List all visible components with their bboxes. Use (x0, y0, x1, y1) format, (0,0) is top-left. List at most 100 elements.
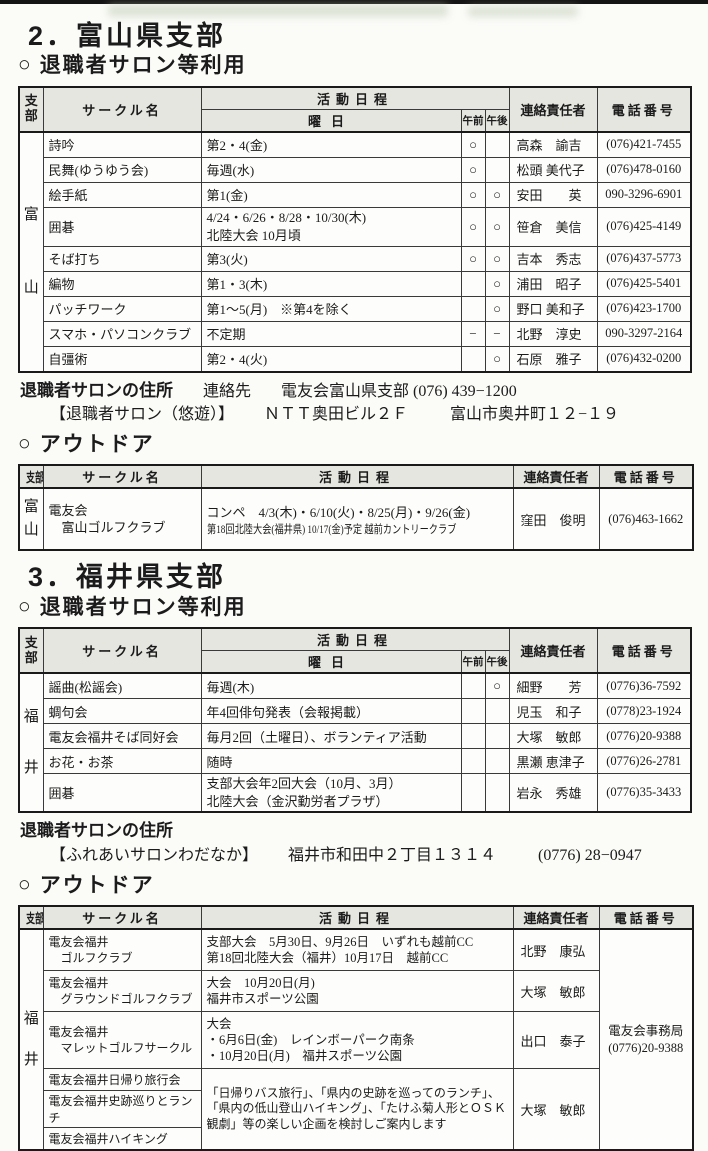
person-cell: 浦田 昭子 (508, 270, 598, 297)
circle-name-cell: スマホ・パソコンクラブ (42, 320, 202, 347)
schedule-cell: 大会 10月20日(月) 福井市スポーツ公園 (200, 970, 514, 1013)
circle-name-cell: 絵手紙 (42, 181, 202, 208)
contact-value: 電友会富山県支部 (076) 439−1200 (281, 382, 517, 400)
col-header-circle-name: サークル名 (42, 905, 202, 930)
col-header-phone: 電話番号 (596, 627, 692, 674)
section-title-toyama: 2．富山県支部 (28, 21, 227, 51)
am-cell (460, 698, 486, 725)
heading-fukui-salon-use: ○ 退職者サロン等利用 (18, 595, 690, 621)
col-header-day: 曜日 (200, 108, 462, 133)
schedule-cell: 毎週(水) (200, 156, 462, 183)
col-header-branch: 支 部 (18, 627, 44, 674)
heading-toyama-salon-use: ○ 退職者サロン等利用 (18, 53, 690, 79)
col-header-branch: 支部 (18, 464, 44, 489)
phone-cell: (076)432-0200 (596, 345, 692, 373)
branch-header-char: 支 (24, 93, 38, 109)
branch-char: 福 (23, 708, 39, 725)
am-cell (460, 748, 486, 775)
am-cell: − (460, 320, 486, 347)
pm-cell (484, 131, 510, 158)
table-row: 福 井 電友会福井 ゴルフクラブ 支部大会 5月30日、9月26日 いずれも越前… (18, 928, 694, 1151)
pm-cell (484, 698, 510, 725)
address-value: 福井市和田中２丁目１３１４ (288, 847, 497, 865)
schedule-cell-merged: 「日帰りバス旅行」、「県内の史跡を巡ってのランチ」、「県内の低山登山ハイキング」… (200, 1068, 514, 1151)
schedule-cell: 毎週(木) (200, 672, 462, 700)
phone-cell: (076)478-0160 (596, 156, 692, 183)
fukui-salon-table: 支 部 サークル名 活動日程 連絡責任者 電話番号 曜日 午前 午後 福 井 (18, 627, 693, 814)
am-cell (460, 295, 486, 322)
am-cell (460, 345, 486, 373)
branch-char: 富 (23, 499, 39, 516)
circle-name-cell: 電友会 富山ゴルフクラブ (42, 487, 202, 551)
schedule-cell: 第2・4(火) (200, 345, 462, 373)
section-title-fukui: 3．福井県支部 (28, 562, 227, 593)
contact-label: 連絡先 (203, 382, 252, 400)
pm-cell (484, 156, 510, 183)
branch-char: 山 (23, 522, 39, 539)
toyama-salon-address: 退職者サロンの住所 連絡先 電友会富山県支部 (076) 439−1200 【退… (20, 380, 690, 427)
schedule-line-2: 第18回北陸大会(福井県) 10/17(金)予定 越前カントリークラブ (206, 523, 456, 536)
branch-cell: 富 山 (18, 131, 44, 373)
scan-bleedthrough-artifact (468, 6, 578, 17)
phone-cell: (0778)23-1924 (596, 698, 692, 725)
circle-marker: ○ (18, 872, 33, 896)
col-header-phone: 電話番号 (596, 86, 692, 133)
fukui-outdoor-table: 支部 サークル名 活動日程 連絡責任者 電話番号 福 井 電友会福井 ゴルフクラ… (18, 905, 694, 1151)
table-row: 電友会福井日帰り旅行会 「日帰りバス旅行」、「県内の史跡を巡ってのランチ」、「県… (19, 1068, 693, 1151)
address-label: 退職者サロンの住所 (20, 821, 173, 841)
circle-name-cell: 電友会福井 ゴルフクラブ (42, 928, 202, 972)
phone-cell: (076)437-5773 (596, 245, 692, 272)
circle-name-cell: パッチワーク (42, 295, 202, 322)
person-cell: 笹倉 美信 (508, 206, 598, 247)
person-cell: 石原 雅子 (508, 345, 598, 373)
schedule-cell: 第2・4(金) (200, 131, 462, 158)
person-cell: 高森 諭吉 (508, 131, 598, 158)
am-cell: ○ (460, 181, 486, 208)
col-header-pm: 午後 (484, 108, 510, 133)
branch-char: 山 (23, 279, 39, 296)
pm-cell: ○ (484, 295, 510, 322)
branch-char: 井 (23, 759, 39, 776)
circle-name-cell: 電友会福井日帰り旅行会 (42, 1068, 202, 1092)
circle-name-cell: 自彊術 (42, 345, 202, 373)
circle-name-cell: 囲碁 (42, 773, 202, 813)
table-row: パッチワーク 第1～5(月) ※第4を除く ○ 野口 美和子 (076)423-… (19, 295, 692, 322)
am-cell (460, 270, 486, 297)
branch-cell: 福 井 (18, 672, 44, 813)
table-row: 福 井 謡曲(松謡会) 毎週(木) ○ 細野 芳 (0776)36-7592 (18, 672, 692, 813)
am-cell: ○ (460, 206, 486, 247)
person-cell: 岩永 秀雄 (508, 773, 598, 813)
phone-cell: (076)425-5401 (596, 270, 692, 297)
table-row: 自彊術 第2・4(火) ○ 石原 雅子 (076)432-0200 (19, 345, 692, 373)
phone-cell: (076)425-4149 (596, 206, 692, 247)
person-cell-merged: 大塚 敏郎 (512, 1068, 600, 1151)
branch-header-label: 支部 (26, 470, 43, 486)
col-header-person: 連絡責任者 (512, 464, 600, 489)
person-cell: 黒瀬 恵津子 (508, 748, 598, 775)
fukui-salon-address: 退職者サロンの住所 【ふれあいサロンわだなか】 福井市和田中２丁目１３１４ (0… (20, 820, 690, 867)
pm-cell: ○ (484, 206, 510, 247)
person-cell: 吉本 秀志 (508, 245, 598, 272)
table-row: 電友会福井 マレットゴルフサークル 大会 ・6月6日(金) レインボーパーク南条… (19, 1011, 693, 1070)
phone-cell: 電友会事務局 (0776)20-9388 (598, 928, 694, 1151)
am-cell (460, 773, 486, 813)
col-header-schedule: 活動日程 (200, 86, 510, 110)
col-header-phone: 電話番号 (598, 464, 694, 489)
schedule-cell: 第3(火) (200, 245, 462, 272)
col-header-person: 連絡責任者 (508, 86, 598, 133)
toyama-salon-table: 支 部 サークル名 活動日程 連絡責任者 電話番号 曜日 午前 午後 富 山 (18, 85, 693, 373)
schedule-line-1: コンペ 4/3(木)・6/10(火)・8/25(月)・9/26(金) (206, 504, 471, 520)
table-row: 蜩句会 年4回俳句発表（会報掲載） 児玉 和子 (0778)23-1924 (19, 698, 692, 725)
table-row: 電友会福井 グラウンドゴルフクラブ 大会 10月20日(月) 福井市スポーツ公園… (19, 970, 693, 1013)
branch-cell: 福 井 (18, 928, 44, 1151)
am-cell (460, 723, 486, 750)
person-cell: 大塚 敏郎 (512, 970, 600, 1013)
schedule-cell: 第1～5(月) ※第4を除く (200, 295, 462, 322)
circle-name-cell: 電友会福井そば同好会 (42, 723, 202, 750)
am-cell (460, 672, 486, 700)
branch-char: 井 (23, 1051, 39, 1068)
schedule-cell: 年4回俳句発表（会報掲載） (200, 698, 462, 725)
table-row: 富 山 電友会 富山ゴルフクラブ コンペ 4/3(木)・6/10(火)・8/25… (18, 487, 694, 551)
person-cell: 北野 康弘 (512, 928, 600, 972)
address-line-1: 退職者サロンの住所 連絡先 電友会富山県支部 (076) 439−1200 (20, 380, 690, 403)
